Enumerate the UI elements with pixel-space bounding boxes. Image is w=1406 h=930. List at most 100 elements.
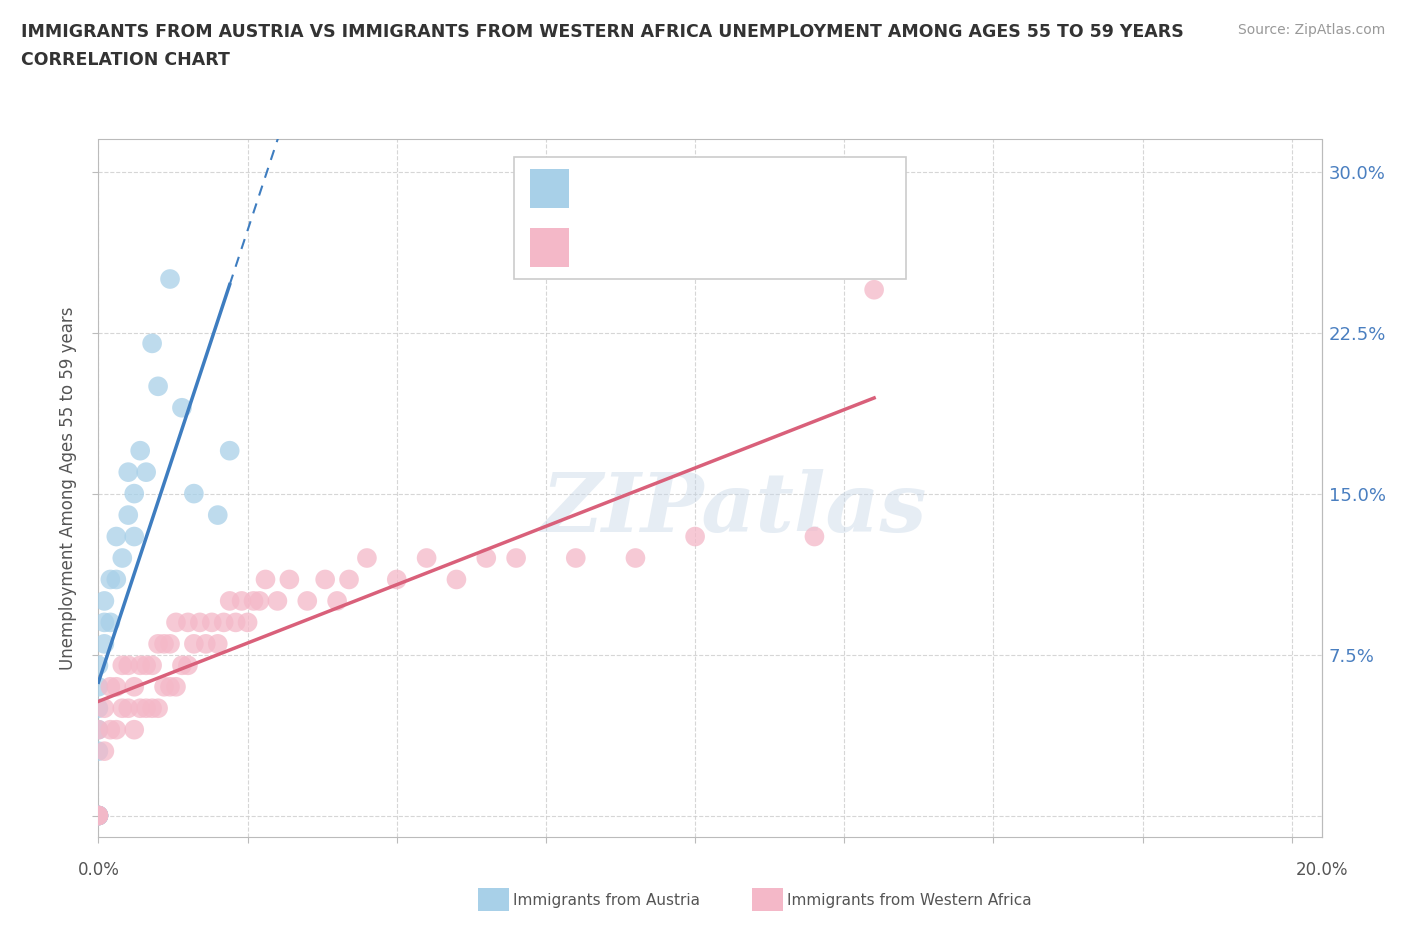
Point — [117, 465, 139, 480]
Point — [105, 572, 128, 587]
Point — [129, 701, 152, 716]
Point — [565, 551, 588, 565]
Point — [87, 808, 110, 823]
Point — [87, 744, 110, 759]
Point — [153, 636, 176, 651]
Point — [93, 615, 115, 630]
Point — [165, 679, 187, 694]
Point — [105, 679, 128, 694]
Text: 0.0%: 0.0% — [77, 860, 120, 879]
Point — [201, 615, 224, 630]
Point — [314, 572, 336, 587]
Text: 20.0%: 20.0% — [1295, 860, 1348, 879]
Point — [87, 679, 110, 694]
Point — [141, 658, 163, 672]
Text: Source: ZipAtlas.com: Source: ZipAtlas.com — [1237, 23, 1385, 37]
Text: ZIPatlas: ZIPatlas — [541, 469, 927, 550]
Point — [129, 658, 152, 672]
Point — [87, 723, 110, 737]
Point — [87, 808, 110, 823]
Point — [111, 658, 134, 672]
Point — [146, 636, 169, 651]
Point — [117, 658, 139, 672]
Point — [93, 636, 115, 651]
Y-axis label: Unemployment Among Ages 55 to 59 years: Unemployment Among Ages 55 to 59 years — [59, 307, 77, 670]
Point — [87, 808, 110, 823]
Text: CORRELATION CHART: CORRELATION CHART — [21, 51, 231, 69]
Point — [117, 701, 139, 716]
Point — [105, 529, 128, 544]
Point — [87, 808, 110, 823]
Point — [297, 593, 319, 608]
Point — [111, 551, 134, 565]
Text: Immigrants from Austria: Immigrants from Austria — [513, 893, 700, 908]
Point — [87, 808, 110, 823]
Point — [236, 615, 259, 630]
Point — [93, 593, 115, 608]
Point — [188, 615, 211, 630]
Point — [863, 283, 886, 298]
Point — [624, 551, 647, 565]
Point — [159, 272, 181, 286]
Point — [254, 572, 277, 587]
Point — [177, 658, 200, 672]
Point — [183, 486, 205, 501]
Point — [141, 336, 163, 351]
Point — [159, 636, 181, 651]
Point — [98, 572, 121, 587]
Point — [135, 658, 157, 672]
Point — [165, 615, 187, 630]
Point — [159, 679, 181, 694]
Point — [87, 808, 110, 823]
Point — [111, 701, 134, 716]
Point — [385, 572, 408, 587]
Point — [207, 508, 229, 523]
Point — [326, 593, 349, 608]
Point — [803, 529, 825, 544]
Point — [87, 658, 110, 672]
Point — [231, 593, 253, 608]
Point — [242, 593, 264, 608]
Point — [87, 808, 110, 823]
Point — [266, 593, 288, 608]
Point — [475, 551, 498, 565]
Point — [146, 379, 169, 393]
Point — [505, 551, 527, 565]
Point — [225, 615, 247, 630]
Point — [87, 808, 110, 823]
Point — [87, 701, 110, 716]
Point — [356, 551, 378, 565]
Point — [87, 723, 110, 737]
Point — [278, 572, 301, 587]
Text: Immigrants from Western Africa: Immigrants from Western Africa — [787, 893, 1032, 908]
Text: IMMIGRANTS FROM AUSTRIA VS IMMIGRANTS FROM WESTERN AFRICA UNEMPLOYMENT AMONG AGE: IMMIGRANTS FROM AUSTRIA VS IMMIGRANTS FR… — [21, 23, 1184, 41]
Point — [105, 723, 128, 737]
Point — [87, 808, 110, 823]
Point — [93, 744, 115, 759]
Point — [218, 593, 240, 608]
Point — [122, 486, 145, 501]
Point — [129, 444, 152, 458]
Point — [170, 658, 193, 672]
Point — [98, 615, 121, 630]
Point — [153, 679, 176, 694]
Point — [170, 400, 193, 415]
Point — [135, 701, 157, 716]
Point — [446, 572, 468, 587]
Point — [122, 723, 145, 737]
Point — [98, 679, 121, 694]
Point — [141, 701, 163, 716]
Point — [117, 508, 139, 523]
Point — [122, 679, 145, 694]
Point — [183, 636, 205, 651]
Point — [249, 593, 271, 608]
Point — [194, 636, 217, 651]
Point — [93, 701, 115, 716]
Point — [177, 615, 200, 630]
Point — [135, 465, 157, 480]
Point — [683, 529, 706, 544]
Point — [337, 572, 360, 587]
Point — [212, 615, 235, 630]
Point — [207, 636, 229, 651]
Point — [415, 551, 437, 565]
